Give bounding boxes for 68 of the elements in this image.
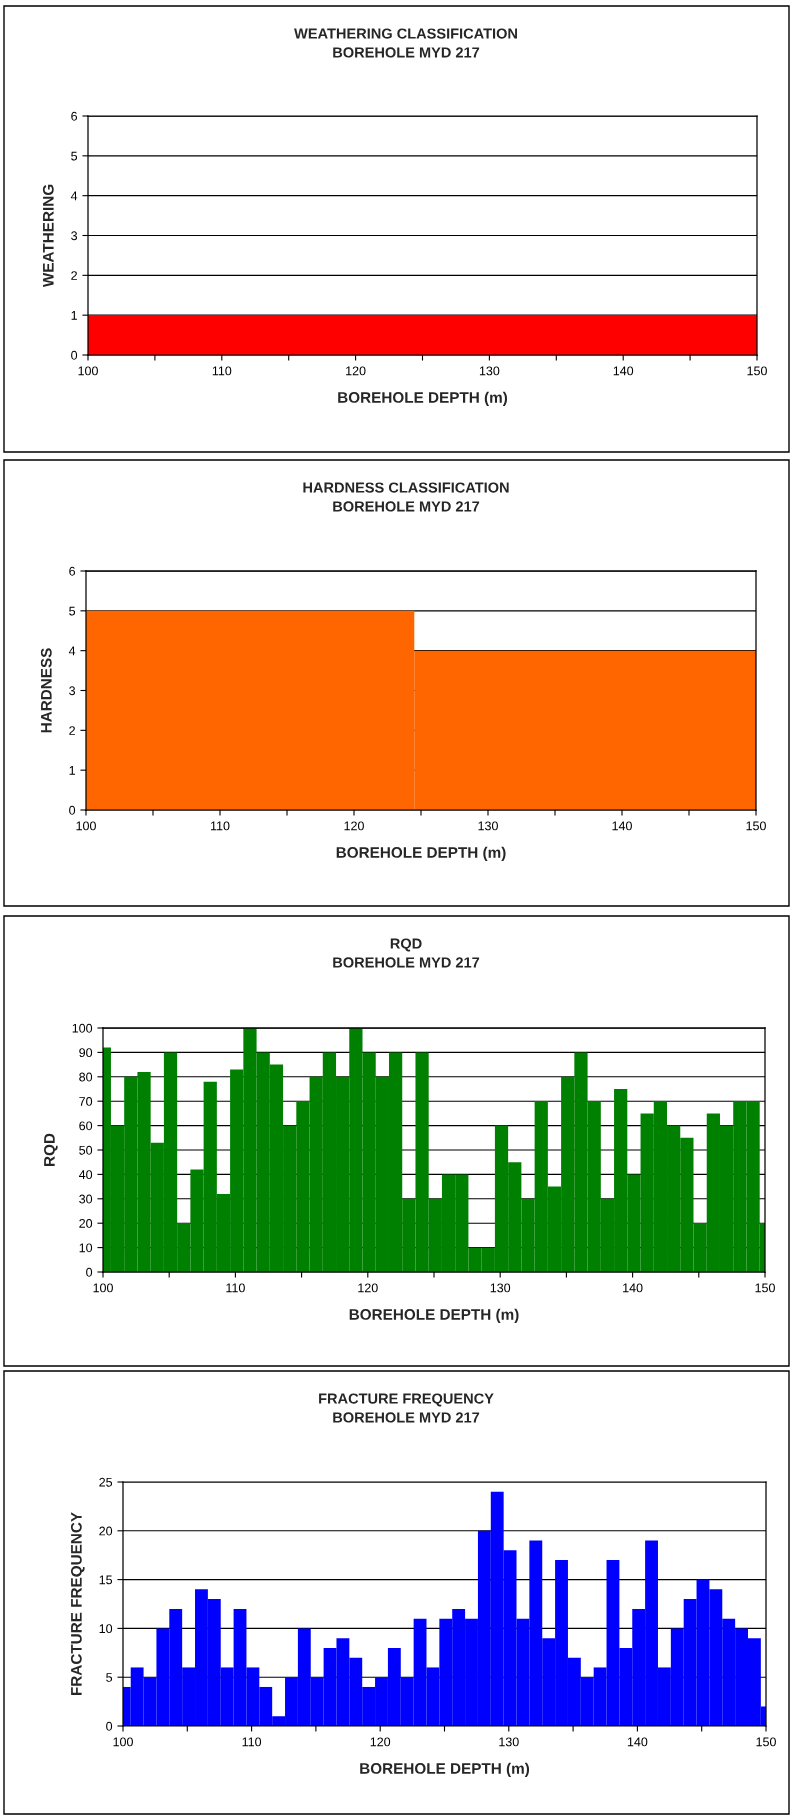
- x-tick-label: 120: [344, 821, 364, 831]
- y-tick-label: 0: [86, 1267, 93, 1277]
- x-tick-label: 150: [755, 1283, 775, 1293]
- x-tick-label: 140: [627, 1737, 648, 1747]
- x-tick-label: 130: [499, 1737, 519, 1747]
- y-tick-label: 5: [69, 606, 76, 616]
- chart-title: HARDNESS CLASSIFICATION: [303, 482, 509, 493]
- x-tick-label: 110: [212, 366, 232, 376]
- chart-subtitle: BOREHOLE MYD 217: [333, 47, 480, 58]
- y-tick-label: 30: [79, 1194, 93, 1204]
- x-tick-label: 100: [113, 1737, 133, 1747]
- y-tick-label: 70: [79, 1097, 93, 1106]
- x-tick-label: 110: [226, 1283, 245, 1293]
- y-tick-label: 2: [69, 726, 75, 735]
- y-tick-label: 0: [106, 1721, 113, 1731]
- y-tick-label: 0: [71, 350, 78, 360]
- y-tick-label: 60: [79, 1121, 93, 1131]
- x-tick-label: 150: [747, 366, 767, 376]
- chart-subtitle: BOREHOLE MYD 217: [333, 501, 480, 512]
- y-tick-label: 20: [79, 1219, 93, 1228]
- x-tick-label: 130: [478, 821, 498, 831]
- y-tick-label: 10: [79, 1243, 93, 1253]
- x-tick-label: 120: [346, 366, 366, 376]
- x-tick-label: 130: [479, 366, 500, 376]
- y-tick-label: 1: [69, 766, 75, 775]
- y-tick-label: 3: [69, 686, 76, 696]
- x-tick-label: 110: [210, 821, 230, 831]
- y-tick-label: 4: [68, 646, 76, 656]
- chart-title: FRACTURE FREQUENCY: [319, 1393, 494, 1407]
- y-tick-label: 10: [99, 1624, 113, 1634]
- y-axis-title: HARDNESS: [40, 648, 52, 733]
- y-tick-label: 1: [71, 311, 77, 320]
- y-axis-title: WEATHERING: [42, 184, 54, 288]
- y-tick-label: 15: [99, 1575, 113, 1585]
- x-axis-title: BOREHOLE DEPTH (m): [360, 1762, 530, 1777]
- chart-title: RQD: [390, 938, 422, 952]
- y-tick-label: 4: [70, 191, 78, 201]
- y-tick-label: 5: [71, 151, 78, 161]
- x-axis-title: BOREHOLE DEPTH (m): [336, 846, 506, 861]
- y-tick-label: 40: [78, 1170, 93, 1180]
- x-tick-label: 130: [490, 1283, 511, 1293]
- y-tick-label: 3: [71, 231, 78, 241]
- x-tick-label: 150: [756, 1737, 776, 1747]
- y-tick-label: 5: [106, 1673, 113, 1682]
- x-axis-title: BOREHOLE DEPTH (m): [338, 391, 508, 406]
- x-tick-label: 110: [242, 1737, 262, 1747]
- y-tick-label: 25: [99, 1477, 113, 1487]
- y-tick-label: 0: [69, 805, 76, 815]
- x-tick-label: 140: [623, 1283, 643, 1293]
- y-axis-title: FRACTURE FREQUENCY: [70, 1512, 85, 1696]
- y-tick-label: 20: [99, 1526, 113, 1536]
- y-tick-label: 6: [71, 111, 78, 121]
- y-tick-label: 2: [71, 271, 77, 280]
- chart-subtitle: BOREHOLE MYD 217: [333, 957, 480, 968]
- y-axis-title: RQD: [44, 1133, 58, 1166]
- x-tick-label: 140: [613, 366, 634, 376]
- x-tick-label: 150: [746, 821, 766, 831]
- chart-subtitle: BOREHOLE MYD 217: [333, 1412, 480, 1423]
- y-tick-label: 6: [69, 566, 76, 576]
- x-tick-label: 120: [370, 1737, 391, 1747]
- y-tick-label: 100: [72, 1023, 93, 1033]
- x-tick-label: 120: [358, 1283, 378, 1293]
- chart-title: WEATHERING CLASSIFICATION: [294, 28, 517, 39]
- x-tick-label: 140: [612, 821, 632, 831]
- y-tick-label: 50: [79, 1145, 93, 1155]
- y-tick-label: 80: [79, 1072, 93, 1082]
- x-axis-title: BOREHOLE DEPTH (m): [349, 1308, 519, 1323]
- y-tick-label: 90: [79, 1048, 93, 1058]
